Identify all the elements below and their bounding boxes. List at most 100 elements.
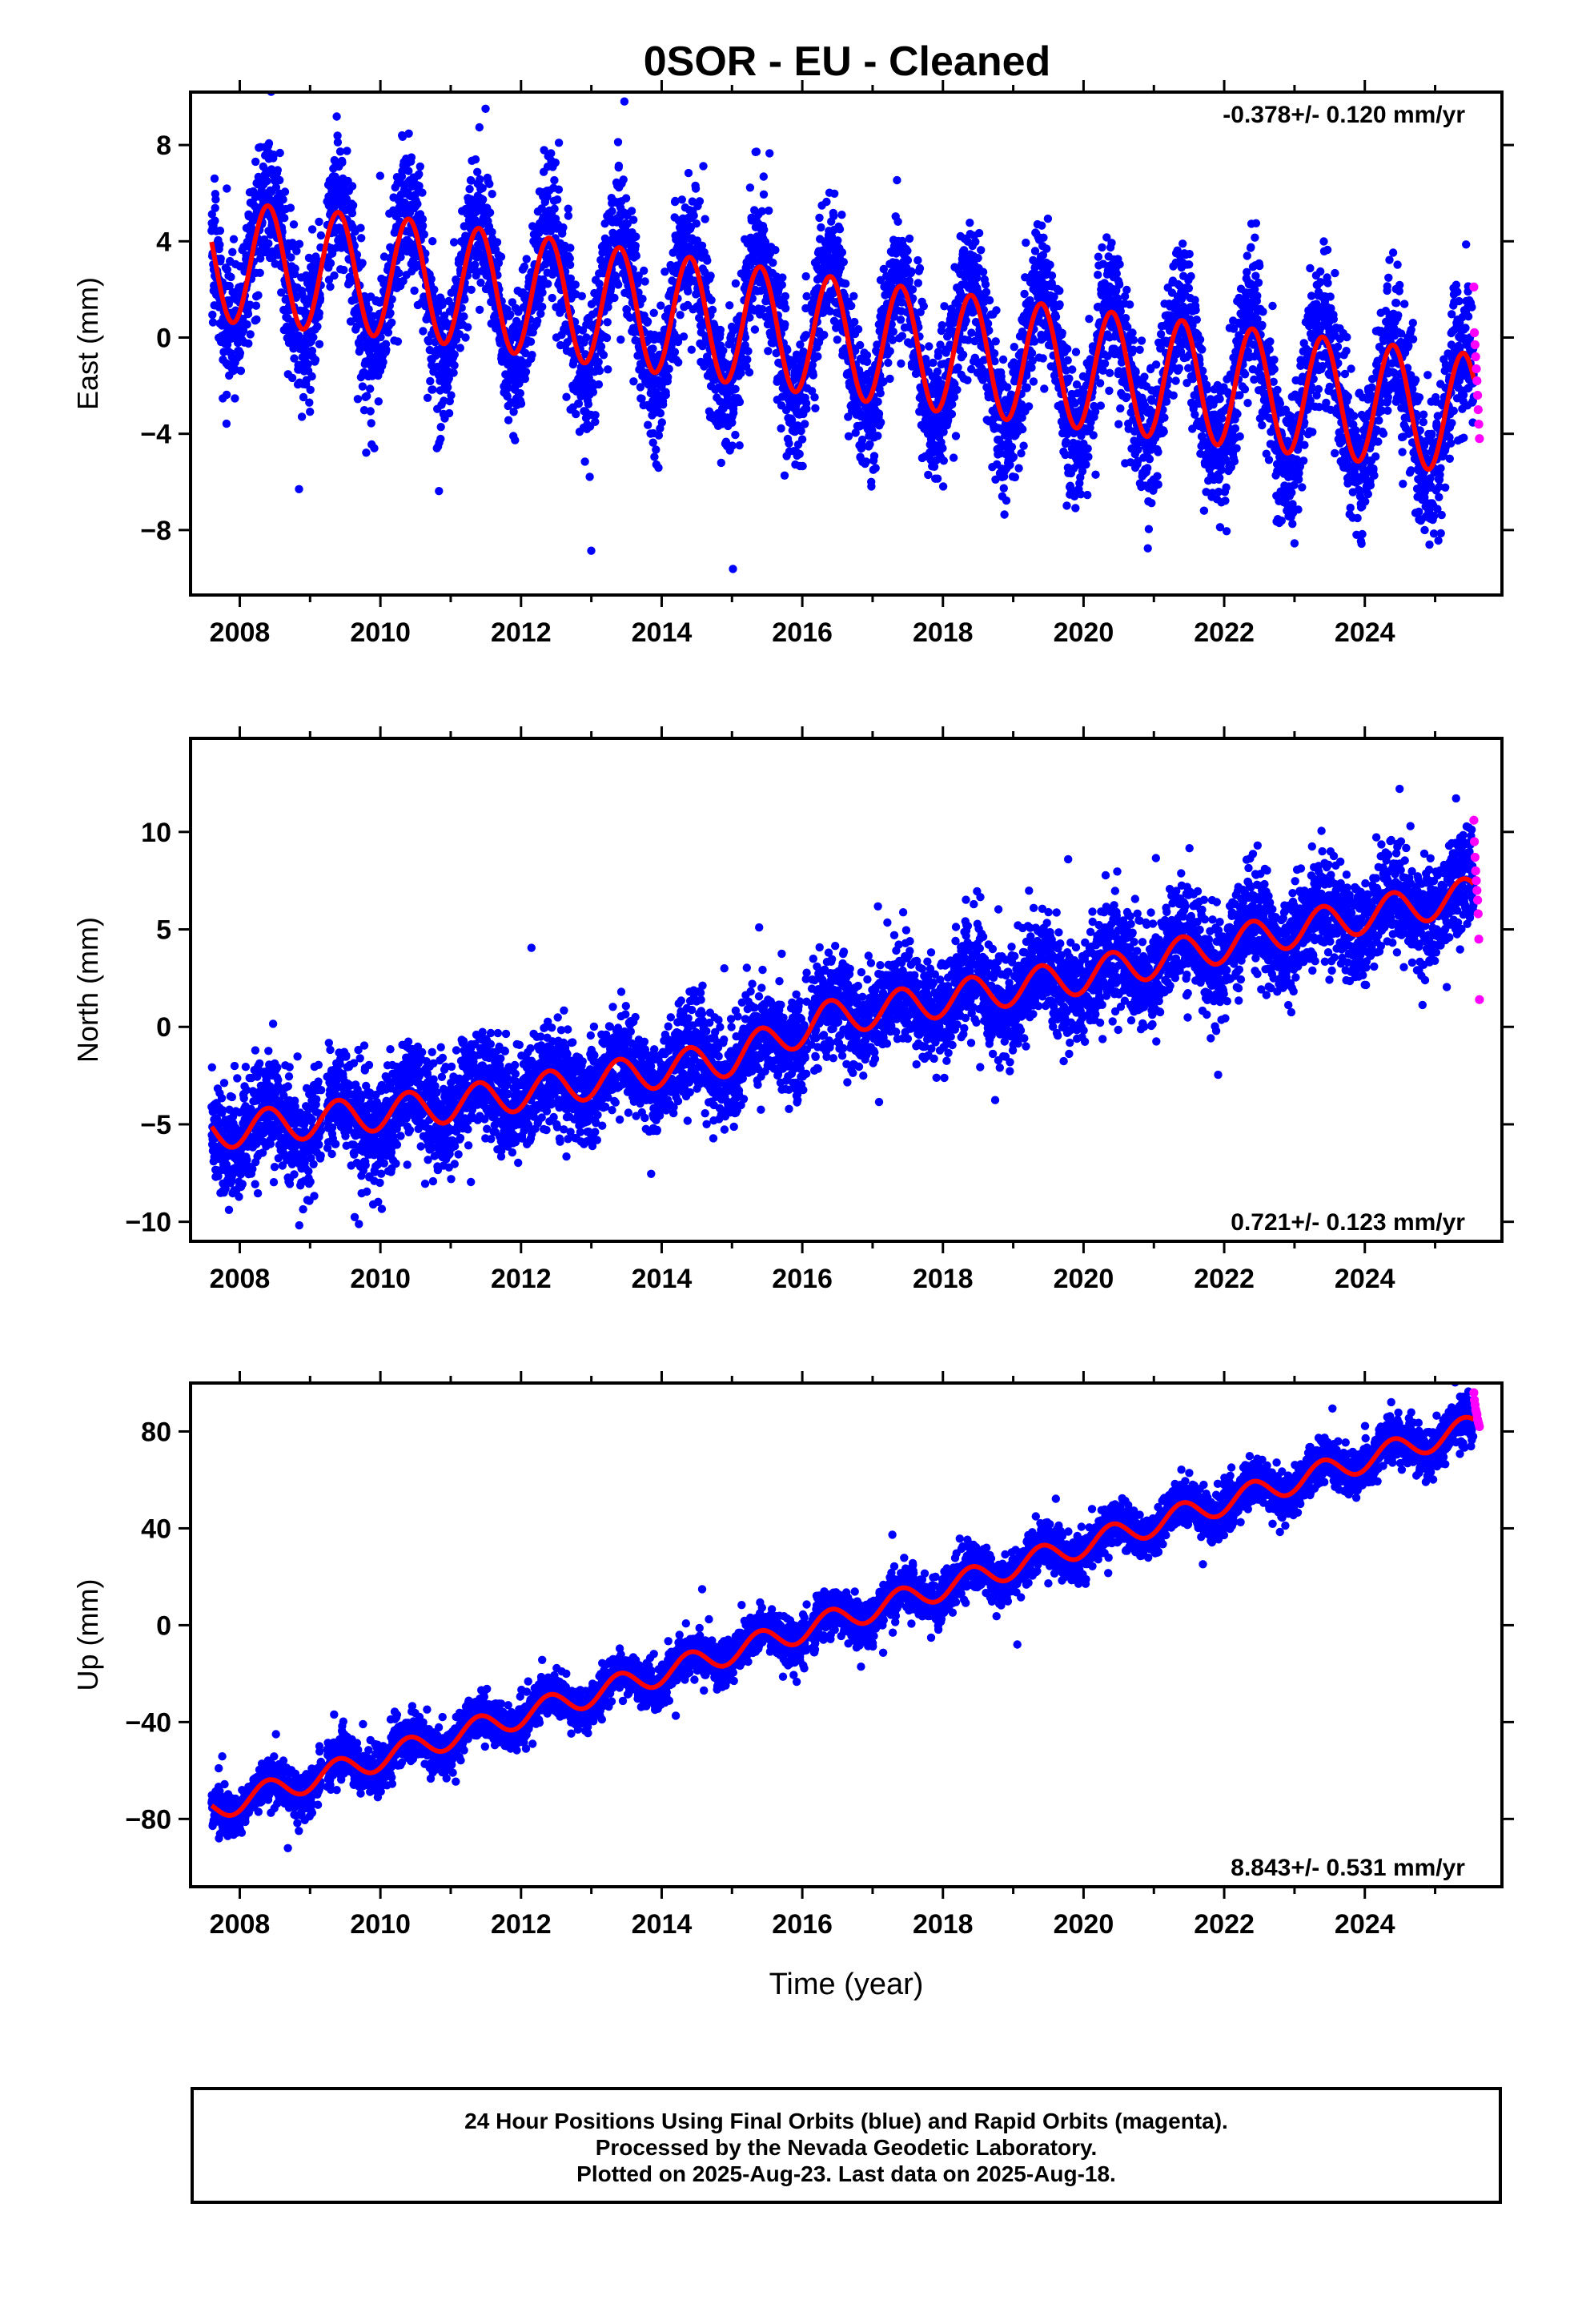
final-orbit-point (1029, 377, 1038, 386)
final-orbit-point (287, 253, 295, 262)
final-orbit-point (913, 279, 923, 287)
final-orbit-point (731, 384, 740, 393)
final-orbit-point (835, 225, 845, 234)
final-orbit-point (602, 333, 612, 343)
final-orbit-point (1010, 472, 1020, 482)
final-orbit-point (207, 210, 216, 219)
final-orbit-point (822, 197, 831, 207)
final-orbit-point (326, 282, 335, 292)
final-orbit-point (1094, 252, 1103, 261)
final-orbit-point (862, 357, 872, 366)
final-orbit-point (243, 309, 253, 319)
final-orbit-point (1160, 413, 1169, 422)
final-orbit-point (559, 223, 568, 232)
final-orbit-point (485, 208, 495, 217)
final-orbit-point (223, 340, 232, 349)
final-orbit-point (781, 292, 790, 301)
final-orbit-point (801, 331, 811, 340)
final-orbit-point (795, 449, 804, 459)
final-orbit-point (785, 439, 793, 448)
final-orbit-point (1100, 359, 1110, 368)
final-orbit-point (729, 408, 738, 417)
final-orbit-point (450, 350, 459, 359)
final-orbit-point (339, 265, 348, 275)
final-orbit-point (538, 302, 547, 312)
final-orbit-point (363, 392, 371, 400)
final-orbit-point (554, 185, 564, 194)
final-orbit-point (1046, 260, 1054, 269)
final-orbit-point (227, 272, 235, 282)
final-orbit-point (297, 412, 307, 421)
final-orbit-point (548, 293, 556, 303)
final-orbit-point (950, 392, 959, 402)
final-orbit-point (903, 247, 912, 255)
final-orbit-point (396, 252, 405, 262)
final-orbit-point (813, 352, 822, 361)
final-orbit-point (974, 254, 982, 263)
final-orbit-point (896, 316, 905, 324)
final-orbit-point (905, 276, 914, 285)
final-orbit-point (999, 484, 1009, 493)
final-orbit-point (949, 453, 958, 462)
final-orbit-point (1147, 499, 1156, 508)
final-orbit-point (362, 448, 371, 457)
final-orbit-point (1122, 285, 1131, 295)
final-orbit-point (948, 400, 957, 409)
final-orbit-point (953, 385, 962, 394)
final-orbit-point (366, 384, 375, 393)
final-orbit-point (430, 285, 439, 294)
final-orbit-point (1143, 544, 1152, 553)
final-orbit-point (333, 131, 342, 140)
final-orbit-point (418, 215, 428, 223)
final-orbit-point (564, 211, 573, 220)
final-orbit-point (1009, 452, 1018, 461)
final-orbit-point (1151, 360, 1161, 369)
final-orbit-point (1047, 271, 1057, 280)
final-orbit-point (657, 418, 666, 427)
final-orbit-point (659, 400, 668, 409)
final-orbit-point (759, 172, 768, 181)
final-orbit-point (415, 182, 424, 191)
final-orbit-point (550, 175, 559, 185)
final-orbit-point (829, 211, 838, 220)
final-orbit-point (893, 175, 901, 185)
final-orbit-point (303, 360, 312, 368)
final-orbit-point (841, 279, 850, 288)
final-orbit-point (745, 183, 755, 192)
final-orbit-point (701, 215, 709, 223)
final-orbit-point (977, 246, 986, 255)
final-orbit-point (839, 258, 849, 267)
final-orbit-point (760, 225, 769, 235)
final-orbit-point (211, 195, 220, 204)
final-orbit-point (614, 280, 623, 289)
final-orbit-point (338, 158, 347, 167)
final-orbit-point (1114, 280, 1124, 289)
final-orbit-point (1159, 427, 1168, 436)
final-orbit-point (348, 201, 358, 210)
final-orbit-point (447, 391, 456, 400)
final-orbit-point (798, 461, 807, 471)
final-orbit-point (305, 398, 314, 407)
final-orbit-point (315, 217, 323, 227)
final-orbit-point (847, 301, 856, 311)
final-orbit-point (1143, 464, 1152, 472)
final-orbit-point (833, 236, 842, 245)
final-orbit-point (687, 345, 696, 354)
final-orbit-point (449, 238, 459, 247)
final-orbit-point (1042, 244, 1051, 253)
final-orbit-point (781, 304, 790, 313)
final-orbit-point (264, 139, 274, 148)
final-orbit-point (1007, 442, 1017, 452)
final-orbit-point (820, 331, 829, 340)
final-orbit-point (222, 390, 231, 400)
final-orbit-point (1171, 376, 1180, 385)
final-orbit-point (797, 435, 807, 444)
final-orbit-point (1096, 401, 1106, 410)
final-orbit-point (543, 192, 552, 201)
final-orbit-point (735, 441, 744, 450)
final-orbit-point (676, 311, 685, 320)
final-orbit-point (225, 281, 234, 291)
final-orbit-point (613, 138, 623, 147)
final-orbit-point (358, 382, 367, 391)
final-orbit-point (584, 400, 593, 408)
